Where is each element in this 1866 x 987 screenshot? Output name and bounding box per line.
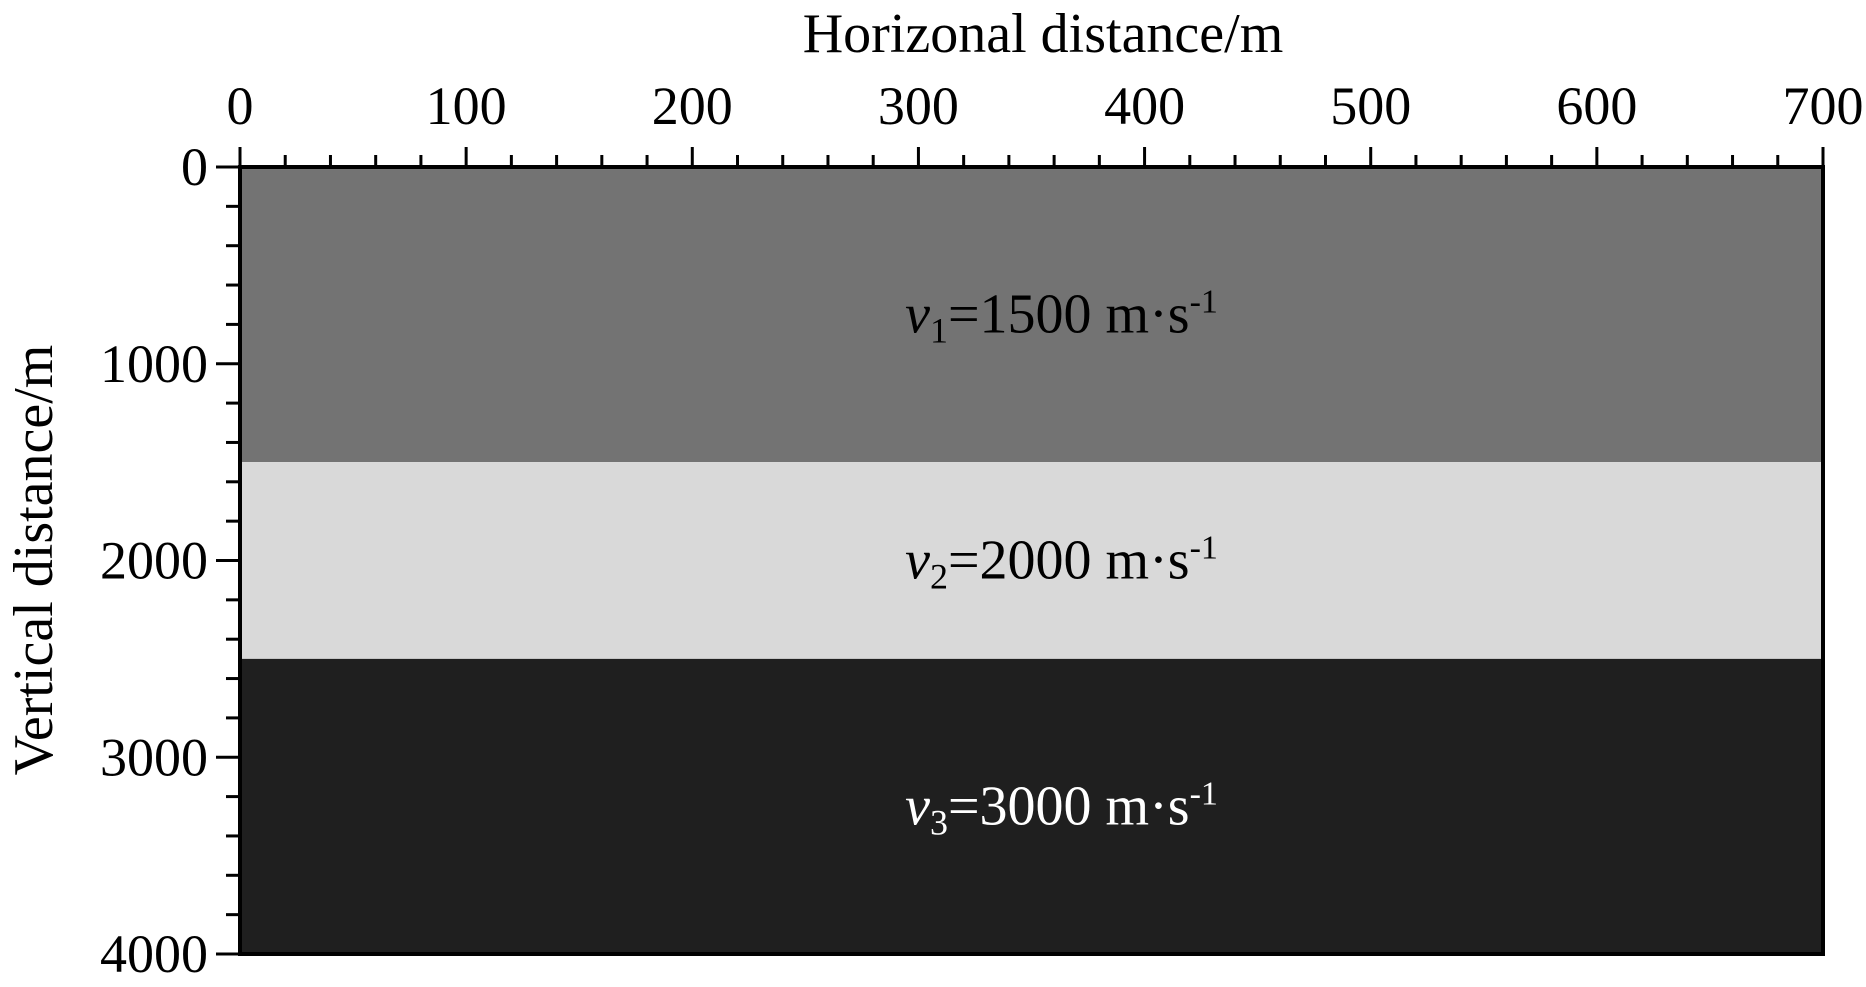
x-tick-label: 300	[878, 76, 959, 136]
x-tick-label: 100	[426, 76, 507, 136]
velocity-layer-1	[240, 167, 1823, 463]
y-tick-label: 2000	[100, 531, 208, 591]
layer-label-3: v3=3000 m·s-1	[905, 775, 1218, 842]
y-tick-label: 4000	[100, 924, 208, 984]
y-tick-label: 1000	[100, 334, 208, 394]
y-tick-label: 3000	[100, 727, 208, 787]
x-tick-label: 400	[1104, 76, 1185, 136]
y-tick-label: 0	[181, 137, 208, 197]
x-tick-label: 0	[227, 76, 254, 136]
layer-label-2: v2=2000 m·s-1	[905, 530, 1218, 597]
plot-frame	[238, 165, 1825, 956]
layer-label-1: v1=1500 m·s-1	[905, 284, 1218, 351]
x-tick-label: 700	[1783, 76, 1864, 136]
velocity-layer-3	[240, 658, 1823, 954]
velocity-layer-2	[240, 462, 1823, 659]
tick-labels: 0 100 200 300 400 500 600 700 0 1000 2000 3000 4000	[100, 76, 1864, 984]
y-axis-title: Vertical distance/m	[3, 345, 65, 776]
velocity-layers: v1=1500 m·s-1 v2=2000 m·s-1 v3=3000 m·s-1	[240, 167, 1823, 954]
x-tick-label: 500	[1330, 76, 1411, 136]
x-axis-title: Horizonal distance/m	[803, 3, 1284, 65]
x-tick-label: 600	[1556, 76, 1637, 136]
x-tick-label: 200	[652, 76, 733, 136]
